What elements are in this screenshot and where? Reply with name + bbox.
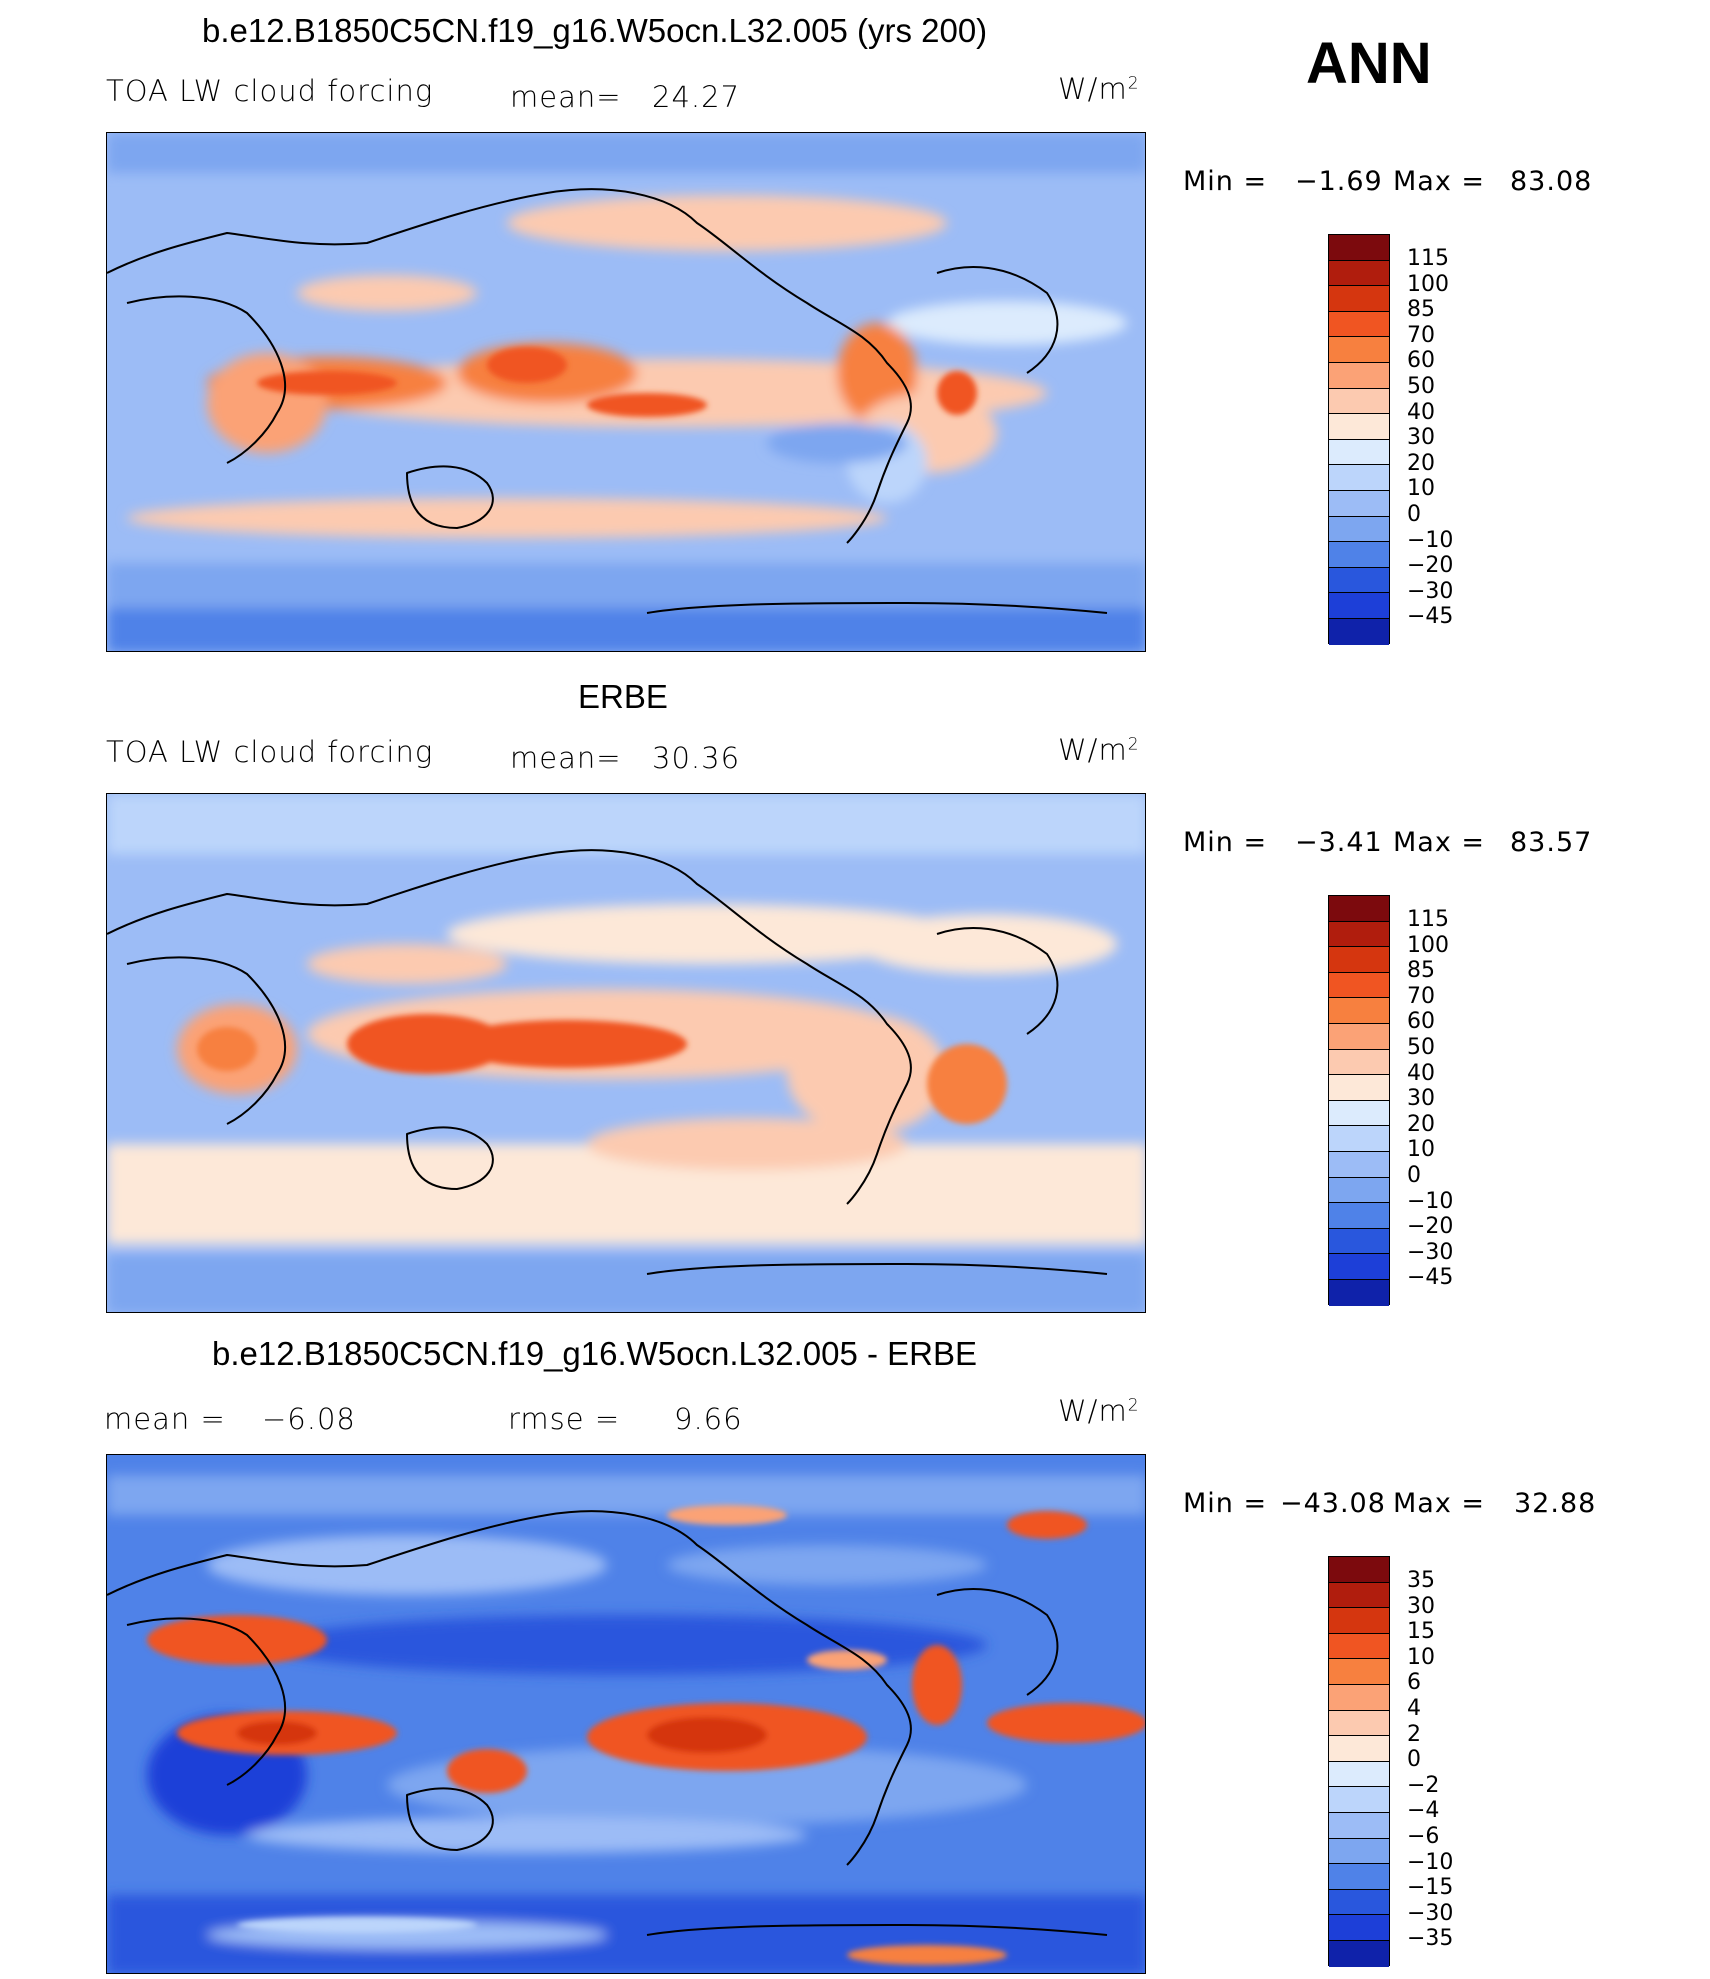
cb-label: 10 (1407, 476, 1435, 502)
cb-label: −30 (1407, 1900, 1454, 1926)
cb-label: 70 (1407, 983, 1435, 1009)
cb-label: 100 (1407, 271, 1449, 297)
panel3-colorbar (1328, 1556, 1390, 1967)
cb-label: 50 (1407, 1034, 1435, 1060)
cb-label: 50 (1407, 373, 1435, 399)
panel1-max-label: Max = (1393, 166, 1486, 197)
panel2-max-label: Max = (1393, 827, 1486, 858)
panel2-min-label: Min = (1183, 827, 1268, 858)
panel3-mean-label: mean = (104, 1402, 226, 1436)
cb-label: 60 (1407, 348, 1435, 374)
cb-label: −6 (1407, 1823, 1440, 1849)
cb-label: 30 (1407, 1086, 1435, 1112)
panel2-variable: TOA LW cloud forcing (106, 735, 434, 769)
cb-label: −10 (1407, 1188, 1454, 1214)
panel2-mean-value: 30.36 (652, 741, 741, 775)
panel3-rmse-value: 9.66 (674, 1402, 743, 1436)
cb-label: 0 (1407, 1747, 1421, 1773)
panel2-min-value: −3.41 (1295, 827, 1383, 858)
cb-label: 40 (1407, 1060, 1435, 1086)
panel2-units: W/m2 (1058, 733, 1140, 767)
cb-label: 10 (1407, 1644, 1435, 1670)
panel1-colorbar (1328, 234, 1390, 645)
cb-label: −30 (1407, 578, 1454, 604)
panel2-mean-label: mean= (510, 741, 622, 775)
panel1-mean-value: 24.27 (652, 80, 741, 114)
cb-label: −20 (1407, 1214, 1454, 1240)
panel1-min-value: −1.69 (1295, 166, 1383, 197)
cb-label: 85 (1407, 297, 1435, 323)
panel2-colorbar-labels: 115 100 85 70 60 50 40 30 20 10 0 −10 −20 −30 −45 (1407, 907, 1453, 1291)
cb-label: −15 (1407, 1875, 1454, 1901)
panel1-title: b.e12.B1850C5CN.f19_g16.W5ocn.L32.005 (y… (202, 12, 988, 49)
panel3-colorbar-labels: 35 30 15 10 6 4 2 0 −2 −4 −6 −10 −15 −30 −35 (1407, 1568, 1453, 1952)
cb-label: 60 (1407, 1009, 1435, 1035)
cb-label: 30 (1407, 425, 1435, 451)
cb-label: 100 (1407, 932, 1449, 958)
panel3-max-label: Max = (1393, 1488, 1486, 1519)
cb-label: 40 (1407, 399, 1435, 425)
panel3-title: b.e12.B1850C5CN.f19_g16.W5ocn.L32.005 - … (212, 1335, 977, 1372)
cb-label: 20 (1407, 450, 1435, 476)
panel3-mean-value: −6.08 (262, 1402, 356, 1436)
panel2-map (106, 793, 1146, 1313)
cb-label: −35 (1407, 1926, 1454, 1952)
cb-label: −10 (1407, 527, 1454, 553)
cb-label: −45 (1407, 604, 1454, 630)
cb-label: −30 (1407, 1239, 1454, 1265)
panel3-min-label: Min = (1183, 1488, 1268, 1519)
panel1-variable: TOA LW cloud forcing (106, 74, 434, 108)
cb-label: 2 (1407, 1721, 1421, 1747)
panel1-max-value: 83.08 (1510, 166, 1593, 197)
cb-label: 115 (1407, 246, 1449, 271)
cb-label: 70 (1407, 322, 1435, 348)
cb-label: 4 (1407, 1695, 1421, 1721)
panel3-map (106, 1454, 1146, 1974)
panel1-min-label: Min = (1183, 166, 1268, 197)
cb-label: 85 (1407, 958, 1435, 984)
panel2-max-value: 83.57 (1510, 827, 1593, 858)
panel3-min-value: −43.08 (1280, 1488, 1386, 1519)
panel2-colorbar (1328, 895, 1390, 1306)
cb-label: −10 (1407, 1849, 1454, 1875)
cb-label: −2 (1407, 1772, 1440, 1798)
cb-label: 20 (1407, 1111, 1435, 1137)
cb-label: −20 (1407, 553, 1454, 579)
cb-label: −45 (1407, 1265, 1454, 1291)
cb-label: 0 (1407, 1162, 1421, 1188)
cb-label: 35 (1407, 1568, 1435, 1593)
cb-label: −4 (1407, 1798, 1440, 1824)
cb-label: 0 (1407, 501, 1421, 527)
cb-label: 6 (1407, 1670, 1421, 1696)
panel3-rmse-label: rmse = (508, 1402, 621, 1436)
panel3-units: W/m2 (1058, 1394, 1140, 1428)
cb-label: 30 (1407, 1593, 1435, 1619)
cb-label: 15 (1407, 1619, 1435, 1645)
season-label: ANN (1306, 31, 1432, 96)
cb-label: 115 (1407, 907, 1449, 932)
panel1-units: W/m2 (1058, 72, 1140, 106)
panel3-max-value: 32.88 (1514, 1488, 1597, 1519)
panel1-mean-label: mean= (510, 80, 622, 114)
panel2-title: ERBE (578, 678, 668, 715)
cb-label: 10 (1407, 1137, 1435, 1163)
panel1-colorbar-labels: 115 100 85 70 60 50 40 30 20 10 0 −10 −20 −30 −45 (1407, 246, 1453, 630)
panel1-map (106, 132, 1146, 652)
